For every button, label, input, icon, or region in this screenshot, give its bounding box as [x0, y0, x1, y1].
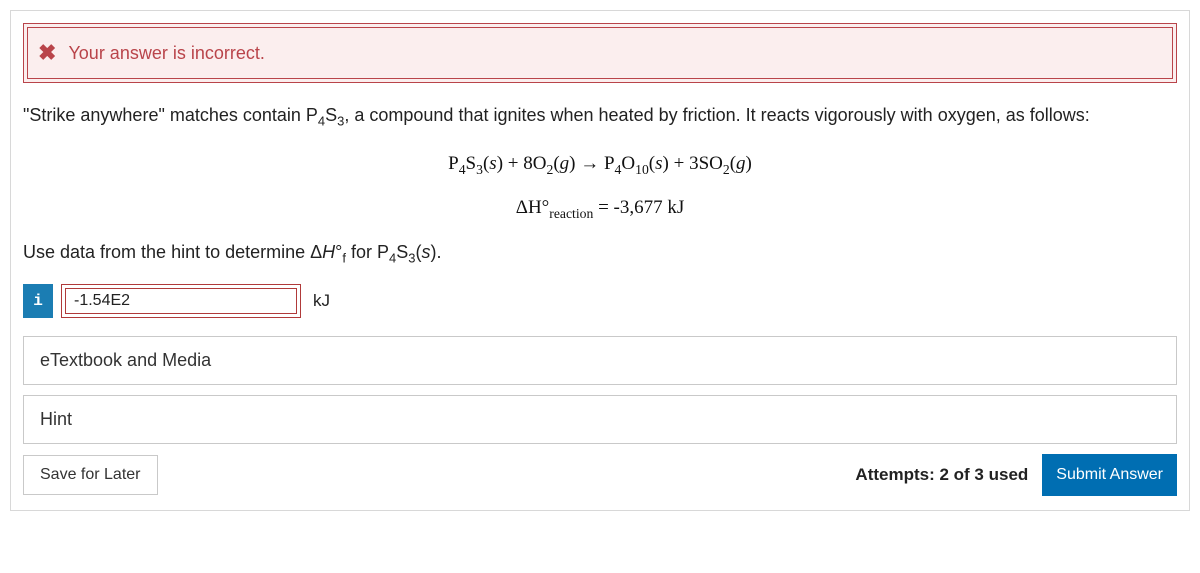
x-icon: ✖	[38, 42, 56, 64]
submit-label: Submit Answer	[1056, 466, 1163, 483]
answer-input-wrapper	[61, 284, 301, 318]
etextbook-button[interactable]: eTextbook and Media	[23, 336, 1177, 385]
instruction-text: Use data from the hint to determine ΔH°f…	[23, 242, 1177, 266]
question-intro: "Strike anywhere" matches contain P4S3, …	[23, 105, 1177, 129]
attempts-label: Attempts: 2 of 3 used	[855, 465, 1028, 485]
answer-unit: kJ	[309, 284, 334, 318]
incorrect-alert-inner: ✖ Your answer is incorrect.	[27, 27, 1173, 79]
save-for-later-button[interactable]: Save for Later	[23, 455, 158, 495]
hint-button[interactable]: Hint	[23, 395, 1177, 444]
save-label: Save for Later	[40, 466, 141, 483]
submit-answer-button[interactable]: Submit Answer	[1042, 454, 1177, 496]
hint-label: Hint	[40, 409, 72, 429]
answer-input[interactable]	[65, 288, 297, 314]
answer-row: i kJ	[23, 284, 1177, 318]
footer-right: Attempts: 2 of 3 used Submit Answer	[855, 454, 1177, 496]
info-button[interactable]: i	[23, 284, 53, 318]
alert-message: Your answer is incorrect.	[68, 43, 264, 64]
question-container: ✖ Your answer is incorrect. "Strike anyw…	[10, 10, 1190, 511]
footer-row: Save for Later Attempts: 2 of 3 used Sub…	[23, 454, 1177, 496]
etextbook-label: eTextbook and Media	[40, 350, 211, 370]
info-icon: i	[33, 292, 43, 310]
reaction-equation: P4S3(s) + 8O2(g) → P4O10(s) + 3SO2(g)	[23, 153, 1177, 178]
incorrect-alert: ✖ Your answer is incorrect.	[23, 23, 1177, 83]
delta-h-reaction: ΔH°reaction = -3,677 kJ	[23, 197, 1177, 222]
equation-block: P4S3(s) + 8O2(g) → P4O10(s) + 3SO2(g) ΔH…	[23, 153, 1177, 223]
